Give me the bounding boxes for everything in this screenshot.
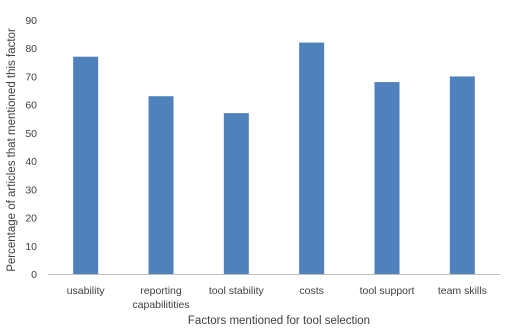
- bars: [73, 42, 475, 274]
- y-axis-ticks: 0 10 20 30 40 50 60 70 80 90: [25, 15, 37, 281]
- x-axis-tick-labels: usability reporting capabilitities tool sta…: [67, 285, 487, 311]
- y-tick-label: 80: [25, 43, 37, 55]
- y-tick-label: 50: [25, 128, 37, 140]
- y-tick-label: 10: [25, 241, 37, 253]
- y-tick-label: 70: [25, 71, 37, 83]
- y-tick-label: 20: [25, 213, 37, 225]
- bar: [449, 76, 475, 274]
- x-tick-label: reporting capabilitities: [132, 285, 189, 311]
- y-tick-label: 40: [25, 156, 37, 168]
- y-tick-label: 90: [25, 15, 37, 27]
- y-tick-label: 60: [25, 100, 37, 112]
- x-tick-label: usability: [67, 285, 106, 297]
- x-tick-label: tool support: [360, 285, 415, 297]
- y-tick-label: 30: [25, 184, 37, 196]
- y-tick-label: 0: [31, 269, 37, 281]
- x-tick-label: costs: [299, 285, 324, 297]
- x-tick-label: tool stability: [209, 285, 265, 297]
- bar: [223, 113, 249, 274]
- bar: [299, 42, 325, 274]
- bar: [73, 56, 99, 274]
- y-axis-title: Percentage of articles that mentioned th…: [6, 28, 18, 272]
- bar: [374, 82, 400, 274]
- x-tick-label: team skills: [438, 285, 487, 297]
- x-axis-title: Factors mentioned for tool selection: [188, 315, 370, 327]
- bar: [148, 96, 174, 274]
